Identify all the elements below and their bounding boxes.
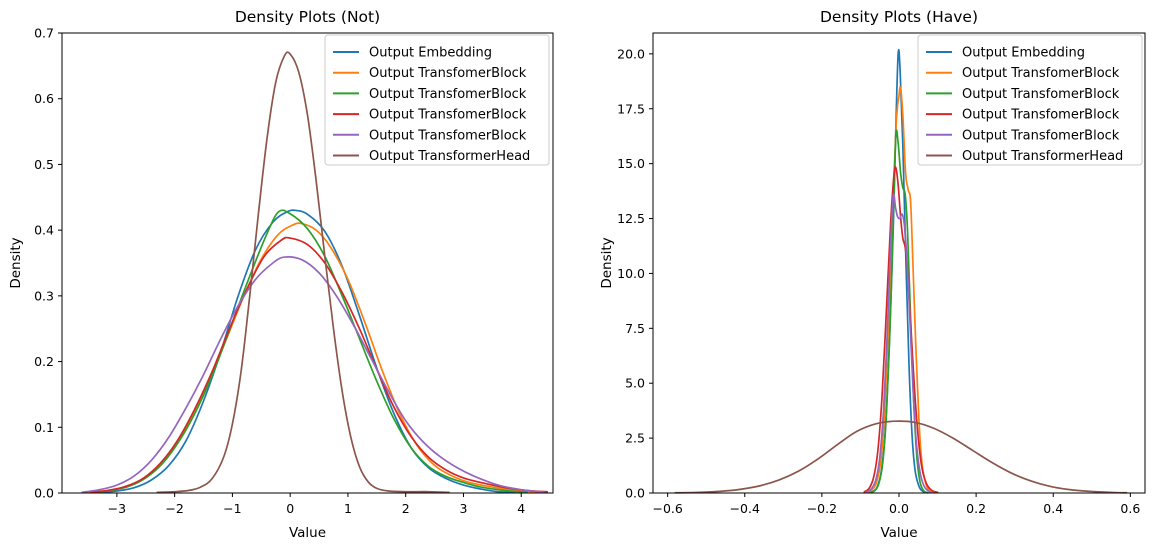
- y-tick-label: 17.5: [617, 101, 645, 116]
- y-tick-label: 5.0: [625, 376, 645, 391]
- series-curve-left-4: [81, 256, 546, 494]
- y-axis-label-right: Density: [599, 237, 615, 288]
- y-tick-label: 0.2: [34, 354, 54, 369]
- legend-right: Output Embedding Output TransfomerBlock Ou…: [917, 34, 1143, 166]
- y-tick-label: 12.5: [617, 211, 645, 226]
- legend-box: [324, 34, 550, 166]
- legend-entry-label: Output TransfomerBlock: [369, 108, 527, 123]
- y-tick-label: 0.1: [34, 420, 54, 435]
- plot-title-left: Density Plots (Not): [235, 8, 380, 26]
- x-tick-label: −0.4: [730, 501, 760, 516]
- y-tick-label: 20.0: [617, 46, 645, 61]
- legend-entry-label: Output TransfomerBlock: [369, 128, 527, 143]
- plot-left: −3 −2 −1 0 1 2 3 4 0.0 0.1 0.2 0.3 0.4 0.5 0.6 0.7 Densi…: [8, 8, 554, 541]
- y-tick-label: 15.0: [617, 156, 645, 171]
- plot-right: −0.6 −0.4 −0.2 0.0 0.2 0.4 0.6 0.0 2.5 5.0 7.5 10.0…: [599, 8, 1146, 541]
- x-tick-label: 2: [402, 501, 410, 516]
- series-curve-right-1: [865, 86, 935, 494]
- x-tick-label: 1: [344, 501, 352, 516]
- y-tick-label: 0.0: [625, 486, 645, 501]
- y-tick-label: 0.0: [34, 486, 54, 501]
- legend-left: Output Embedding Output TransfomerBlock Ou…: [324, 34, 550, 166]
- y-tick-label: 0.7: [34, 26, 54, 41]
- x-tick-label: −0.6: [652, 501, 682, 516]
- legend-entry-label: Output TransfomerBlock: [962, 66, 1120, 81]
- legend-entry-label: Output Embedding: [962, 46, 1085, 61]
- legend-entry-label: Output TransfomerBlock: [369, 66, 527, 81]
- y-tick-label: 0.4: [34, 223, 54, 238]
- x-tick-label: −2: [165, 501, 183, 516]
- legend-entry-label: Output Embedding: [369, 46, 492, 61]
- series-curve-left-3: [90, 236, 549, 494]
- legend-entry-label: Output TransfomerBlock: [369, 87, 527, 102]
- y-tick-label: 2.5: [625, 431, 645, 446]
- y-tick-label: 0.5: [34, 157, 54, 172]
- x-axis-label-left: Value: [289, 525, 326, 541]
- legend-entry-label: Output TransfomerBlock: [962, 108, 1120, 123]
- x-tick-label: 3: [459, 501, 467, 516]
- x-tick-label: −1: [223, 501, 241, 516]
- legend-entry-label: Output TransformerHead: [369, 149, 530, 164]
- series-curve-left-2: [92, 209, 528, 494]
- x-tick-label: −3: [108, 501, 126, 516]
- y-tick-label: 0.6: [34, 91, 54, 106]
- x-tick-label: 0.0: [889, 501, 909, 516]
- x-tick-label: 0.4: [1043, 501, 1063, 516]
- plot-title-right: Density Plots (Have): [820, 8, 978, 26]
- axes-frame-left: [61, 32, 554, 494]
- series-curve-left-0: [98, 209, 517, 494]
- legend-entry-label: Output TransfomerBlock: [962, 128, 1120, 143]
- series-curve-right-5: [674, 420, 1128, 494]
- series-curve-left-1: [87, 222, 549, 494]
- x-tick-label: 4: [517, 501, 525, 516]
- y-tick-label: 0.3: [34, 288, 54, 303]
- series-curve-right-3: [863, 165, 939, 494]
- legend-entry-label: Output TransfomerBlock: [962, 87, 1120, 102]
- x-tick-label: 0.6: [1120, 501, 1140, 516]
- x-axis-label-right: Value: [880, 525, 917, 541]
- legend-box: [917, 34, 1143, 166]
- series-curve-right-4: [865, 193, 933, 494]
- series-curve-left-5: [156, 51, 450, 494]
- legend-entry-label: Output TransformerHead: [962, 149, 1123, 164]
- x-tick-label: 0: [286, 501, 294, 516]
- y-tick-label: 7.5: [625, 321, 645, 336]
- x-tick-label: 0.2: [966, 501, 986, 516]
- y-axis-label-left: Density: [8, 237, 24, 288]
- x-tick-label: −0.2: [807, 501, 837, 516]
- y-tick-label: 10.0: [617, 266, 645, 281]
